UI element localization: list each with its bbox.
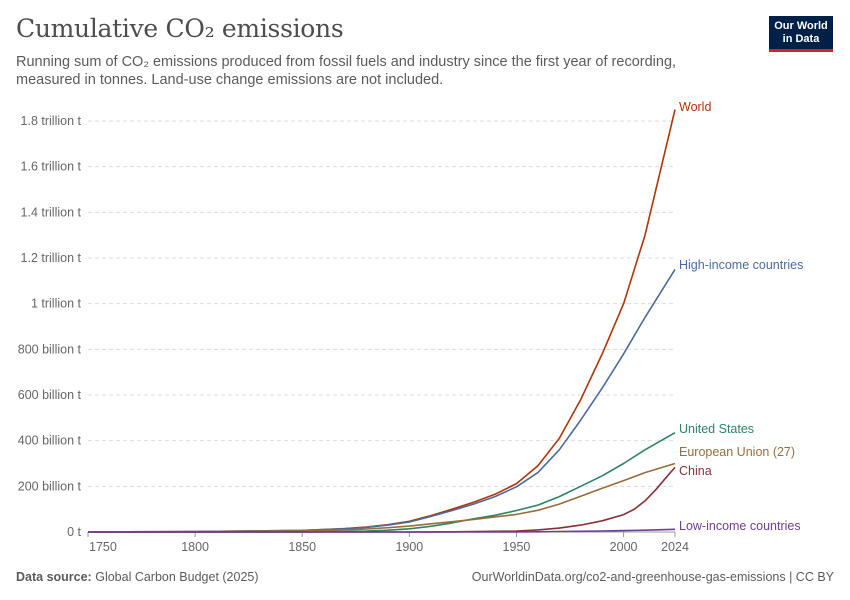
data-source: Data source: Global Carbon Budget (2025) xyxy=(16,570,259,584)
y-tick-label: 1.4 trillion t xyxy=(21,205,82,219)
x-tick-label: 1750 xyxy=(89,540,117,554)
series-line[interactable] xyxy=(88,466,676,533)
x-tick-label: 2024 xyxy=(661,540,689,554)
line-chart: 0 t 200 billion t 400 billion t 600 billion… xyxy=(18,100,804,554)
series-line[interactable] xyxy=(87,268,676,533)
series-line[interactable] xyxy=(88,432,676,533)
series-label[interactable]: China xyxy=(679,464,712,478)
data-source-value: Global Carbon Budget (2025) xyxy=(95,570,259,584)
y-tick-label: 1 trillion t xyxy=(31,297,82,311)
series-label[interactable]: United States xyxy=(679,422,754,436)
x-tick-label: 1850 xyxy=(288,540,316,554)
y-tick-label: 400 billion t xyxy=(18,434,82,448)
series-line[interactable] xyxy=(88,528,676,533)
source-link[interactable]: OurWorldinData.org/co2-and-greenhouse-ga… xyxy=(471,570,834,584)
data-source-label: Data source: xyxy=(16,570,92,584)
series-label[interactable]: Low-income countries xyxy=(679,519,801,533)
y-tick-label: 1.8 trillion t xyxy=(21,114,82,128)
y-tick-label: 600 billion t xyxy=(18,388,82,402)
series-label[interactable]: World xyxy=(679,100,711,114)
x-tick-label: 1950 xyxy=(503,540,531,554)
series-line[interactable] xyxy=(87,109,676,533)
y-tick-label: 800 billion t xyxy=(18,342,82,356)
series-label[interactable]: High-income countries xyxy=(679,258,803,272)
x-tick-label: 2000 xyxy=(610,540,638,554)
owid-logo[interactable]: Our World in Data xyxy=(769,16,833,52)
y-tick-label: 1.6 trillion t xyxy=(21,160,82,174)
series-line[interactable] xyxy=(87,462,676,533)
series-label[interactable]: European Union (27) xyxy=(679,445,795,459)
logo-line-1: Our World xyxy=(774,20,828,32)
chart-title: Cumulative CO₂ emissions xyxy=(16,14,344,43)
chart-subtitle: Running sum of CO₂ emissions produced fr… xyxy=(16,54,677,88)
y-tick-label: 1.2 trillion t xyxy=(21,251,82,265)
y-tick-label: 0 t xyxy=(67,525,81,539)
x-tick-label: 1900 xyxy=(395,540,423,554)
x-tick-label: 1800 xyxy=(181,540,209,554)
logo-line-2: in Data xyxy=(782,33,820,45)
y-tick-label: 200 billion t xyxy=(18,479,82,493)
